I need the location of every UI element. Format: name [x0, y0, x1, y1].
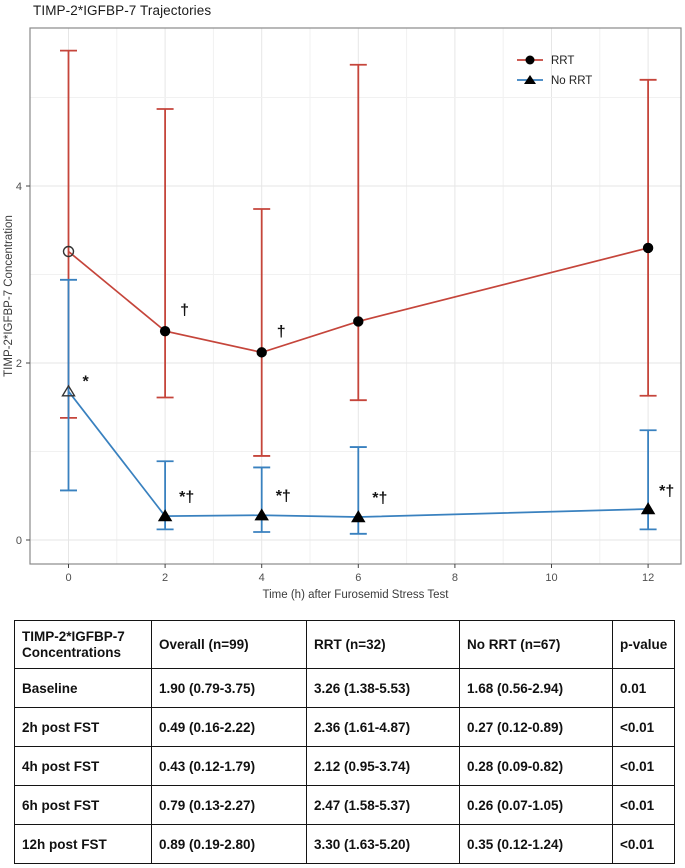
table-cell: 0.28 (0.09-0.82)	[459, 746, 613, 786]
y-axis-label: TIMP-2*IGFBP-7 Concentration	[3, 215, 15, 377]
significance-annotation: *	[83, 373, 90, 390]
significance-annotation: †	[180, 302, 189, 319]
header-cell: No RRT (n=67)	[459, 620, 613, 669]
table-cell: 0.79 (0.13-2.27)	[151, 785, 307, 825]
table-cell: 6h post FST	[14, 785, 152, 825]
circle-marker	[256, 347, 267, 358]
table-cell: 0.49 (0.16-2.22)	[151, 707, 307, 747]
table-cell: 0.35 (0.12-1.24)	[459, 824, 613, 864]
x-axis-label: Time (h) after Furosemid Stress Test	[263, 589, 450, 601]
table-cell: 3.26 (1.38-5.53)	[306, 668, 460, 708]
significance-annotation: *†	[179, 489, 194, 506]
table-cell: 0.43 (0.12-1.79)	[151, 746, 307, 786]
circle-marker	[353, 316, 364, 327]
table-header-row: TIMP-2*IGFBP-7 Concentrations Overall (n=…	[14, 620, 675, 669]
x-tick-label: 0	[65, 572, 71, 584]
significance-annotation: *†	[276, 488, 291, 505]
table-cell: 12h post FST	[14, 824, 152, 864]
open-triangle-marker	[61, 384, 76, 397]
table-cell: 2.36 (1.61-4.87)	[306, 707, 460, 747]
legend-triangle-marker	[524, 75, 536, 84]
table-cell: 0.01	[612, 668, 675, 708]
concentration-table-wrap: TIMP-2*IGFBP-7 Concentrations Overall (n=…	[14, 620, 675, 864]
significance-annotation: †	[277, 323, 286, 340]
legend-label: RRT	[551, 55, 574, 67]
table-cell: <0.01	[612, 785, 675, 825]
table-cell: 0.27 (0.12-0.89)	[459, 707, 613, 747]
y-tick-label: 4	[16, 181, 22, 193]
table-cell: 2h post FST	[14, 707, 152, 747]
y-tick-label: 2	[16, 358, 22, 370]
table-cell: Baseline	[14, 668, 152, 708]
trajectory-chart: 0 2 4 6 8 10 12 0 2 4 Time (h) after Furosemid Str…	[3, 27, 682, 601]
circle-marker	[642, 242, 654, 254]
x-tick-label: 2	[162, 572, 168, 584]
table-header: TIMP-2*IGFBP-7 Concentrations Overall (n=…	[14, 620, 675, 669]
table-cell: <0.01	[612, 707, 675, 747]
x-tick-label: 8	[452, 572, 458, 584]
table-row: 12h post FST 0.89 (0.19-2.80) 3.30 (1.63-5…	[14, 824, 675, 864]
table-cell: 2.47 (1.58-5.37)	[306, 785, 460, 825]
y-tick-label: 0	[16, 535, 22, 547]
triangle-marker	[157, 509, 173, 522]
table-cell: 4h post FST	[14, 746, 152, 786]
significance-annotation: *†	[659, 483, 674, 500]
header-cell: p-value	[612, 620, 675, 669]
table-row: Baseline 1.90 (0.79-3.75) 3.26 (1.38-5.53)…	[14, 668, 675, 708]
table-cell: <0.01	[612, 746, 675, 786]
x-tick-label: 12	[642, 572, 654, 584]
triangle-marker	[254, 508, 269, 521]
table-row: 6h post FST 0.79 (0.13-2.27) 2.47 (1.58-5.…	[14, 785, 675, 825]
concentration-table: TIMP-2*IGFBP-7 Concentrations Overall (n=…	[14, 620, 675, 864]
x-tick-label: 10	[545, 572, 557, 584]
table-cell: 3.30 (1.63-5.20)	[306, 824, 460, 864]
significance-annotation: *†	[372, 490, 387, 507]
triangle-marker	[640, 502, 656, 515]
circle-marker	[159, 325, 171, 337]
table-cell: 0.89 (0.19-2.80)	[151, 824, 307, 864]
header-cell: Overall (n=99)	[151, 620, 307, 669]
panel-border	[29, 27, 682, 565]
x-tick-label: 4	[259, 572, 265, 584]
header-cell: TIMP-2*IGFBP-7 Concentrations	[14, 620, 152, 669]
legend-label: No RRT	[551, 75, 592, 87]
table-row: 2h post FST 0.49 (0.16-2.22) 2.36 (1.61-4.…	[14, 707, 675, 747]
table-cell: 1.90 (0.79-3.75)	[151, 668, 307, 708]
open-circle-marker	[62, 245, 75, 258]
legend-circle-marker	[525, 55, 535, 65]
table-cell: 2.12 (0.95-3.74)	[306, 746, 460, 786]
triangle-marker	[351, 510, 366, 523]
chart-title: TIMP-2*IGFBP-7 Trajectories	[33, 3, 212, 18]
header-cell: RRT (n=32)	[306, 620, 460, 669]
x-tick-label: 6	[355, 572, 361, 584]
table-cell: 1.68 (0.56-2.94)	[459, 668, 613, 708]
table-cell: 0.26 (0.07-1.05)	[459, 785, 613, 825]
table-row: 4h post FST 0.43 (0.12-1.79) 2.12 (0.95-3.…	[14, 746, 675, 786]
table-body: Baseline 1.90 (0.79-3.75) 3.26 (1.38-5.53)…	[14, 668, 675, 864]
table-cell: <0.01	[612, 824, 675, 864]
